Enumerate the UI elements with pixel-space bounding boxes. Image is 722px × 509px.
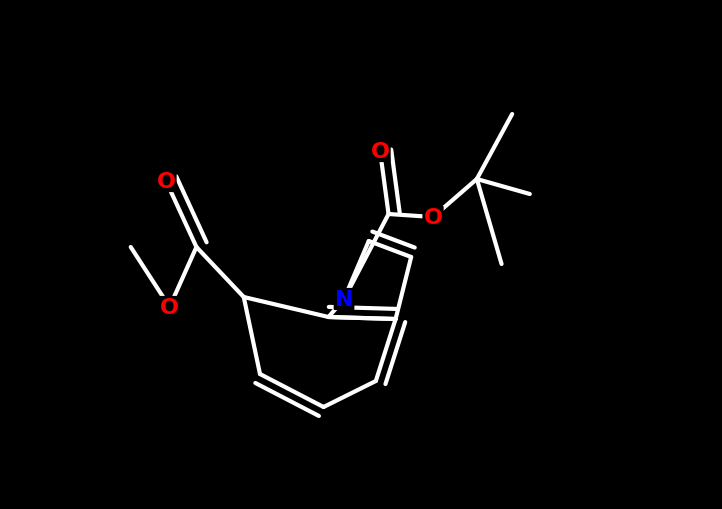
Text: O: O (160, 297, 179, 318)
Text: O: O (424, 208, 443, 228)
Text: N: N (335, 290, 353, 309)
Text: O: O (370, 142, 390, 162)
Text: O: O (157, 172, 175, 191)
